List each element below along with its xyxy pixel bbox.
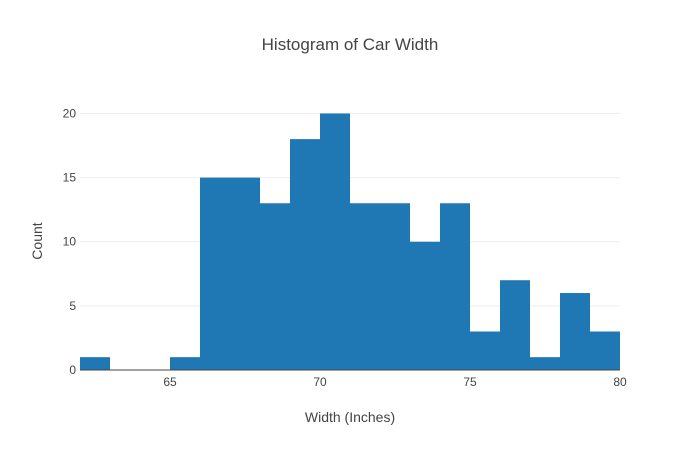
histogram-bar-68-69 xyxy=(260,203,290,370)
histogram-bar-78-79 xyxy=(560,293,590,370)
y-axis-title: Count xyxy=(29,222,45,259)
histogram-bar-70-71 xyxy=(320,113,350,371)
histogram-bar-71-72 xyxy=(350,203,380,370)
histogram-bar-67-68 xyxy=(230,177,260,370)
chart-title: Histogram of Car Width xyxy=(262,35,439,54)
histogram-bar-73-74 xyxy=(410,241,440,370)
histogram-bar-72-73 xyxy=(380,203,410,370)
histogram-bar-62-63 xyxy=(80,357,110,370)
histogram-bar-69-70 xyxy=(290,139,320,370)
y-tick-label-10: 10 xyxy=(63,235,77,249)
bars xyxy=(80,113,620,371)
y-axis-ticks: 0 5 10 15 20 xyxy=(63,106,77,377)
histogram-bar-74-75 xyxy=(440,203,470,370)
histogram-bar-77-78 xyxy=(530,357,560,370)
x-tick-label-75: 75 xyxy=(463,375,477,389)
x-tick-label-65: 65 xyxy=(163,375,177,389)
histogram-bar-79-80 xyxy=(590,331,620,370)
x-tick-label-80: 80 xyxy=(613,375,627,389)
histogram-bar-76-77 xyxy=(500,280,530,370)
x-axis-title: Width (Inches) xyxy=(305,409,395,425)
histogram-bar-65-66 xyxy=(170,357,200,370)
histogram-bar-75-76 xyxy=(470,331,500,370)
x-axis-ticks: 65 70 75 80 xyxy=(163,375,627,389)
y-tick-label-20: 20 xyxy=(63,106,77,120)
histogram-bar-66-67 xyxy=(200,177,230,370)
x-tick-label-70: 70 xyxy=(313,375,327,389)
y-tick-label-0: 0 xyxy=(69,363,76,377)
y-tick-label-5: 5 xyxy=(69,299,76,313)
y-tick-label-15: 15 xyxy=(63,171,77,185)
